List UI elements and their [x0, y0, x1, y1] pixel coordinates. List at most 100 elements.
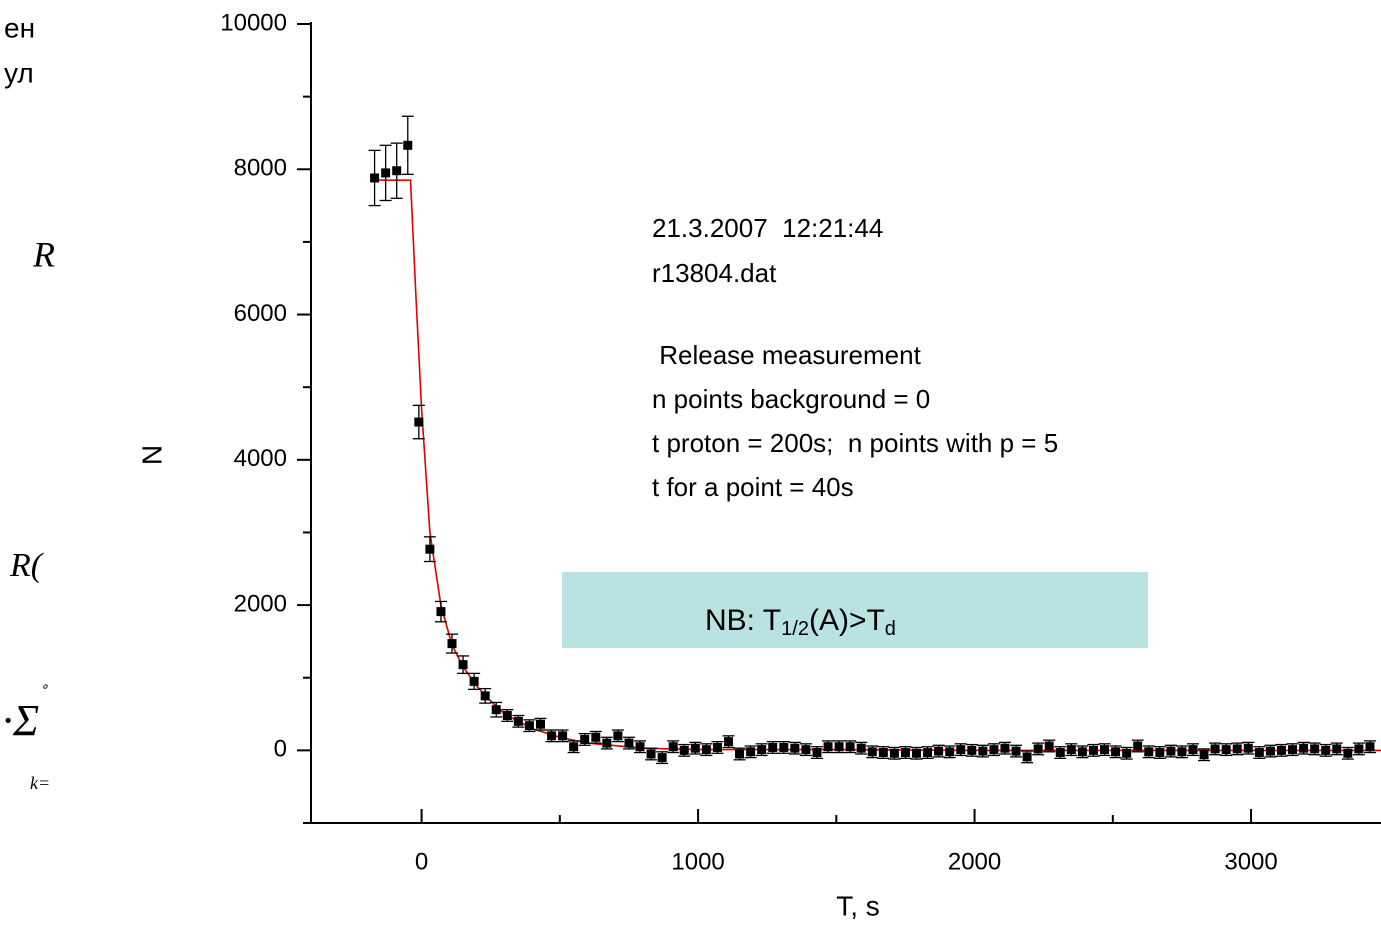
point — [978, 746, 988, 756]
point — [668, 742, 678, 752]
point — [1155, 748, 1165, 758]
point — [1011, 746, 1021, 756]
point — [900, 748, 910, 758]
point — [912, 748, 922, 758]
point — [1321, 745, 1331, 755]
point — [690, 743, 700, 753]
point — [746, 747, 756, 757]
point — [1354, 744, 1364, 754]
point — [1100, 745, 1110, 755]
x-tick-label: 3000 — [1224, 848, 1277, 875]
side-text: ул — [4, 57, 34, 88]
point — [370, 173, 380, 183]
point — [1365, 742, 1375, 752]
point — [679, 745, 689, 755]
y-axis-label: N — [137, 445, 168, 465]
point — [491, 705, 501, 715]
point — [447, 639, 457, 649]
point — [657, 753, 667, 763]
point — [1000, 743, 1010, 753]
point — [469, 676, 479, 686]
annotation: Release measurement — [652, 340, 922, 370]
point — [646, 749, 656, 759]
point — [768, 742, 778, 752]
point — [1310, 744, 1320, 754]
point — [989, 745, 999, 755]
point — [712, 742, 722, 752]
point — [945, 747, 955, 757]
y-tick-label: 6000 — [234, 300, 287, 327]
point — [403, 140, 413, 150]
annotation: n points background = 0 — [652, 384, 930, 414]
point — [1243, 743, 1253, 753]
x-tick-label: 0 — [415, 848, 428, 875]
note: NB: T1/2(A)>Td — [705, 604, 896, 640]
point — [1133, 741, 1143, 751]
point — [867, 747, 877, 757]
point — [624, 738, 634, 748]
side-fragments: ен ул R R( ·Σ k= ∘ — [2, 12, 55, 793]
point — [1088, 745, 1098, 755]
point — [1210, 744, 1220, 754]
point — [934, 746, 944, 756]
point — [967, 745, 977, 755]
point — [757, 745, 767, 755]
point — [878, 748, 888, 758]
point — [635, 742, 645, 752]
point — [1199, 750, 1209, 760]
point — [1343, 748, 1353, 758]
point — [502, 710, 512, 720]
point — [425, 544, 435, 554]
point — [779, 742, 789, 752]
point — [613, 731, 623, 741]
side-text: ен — [4, 12, 35, 43]
side-text: ∘ — [40, 680, 49, 695]
side-text: ·Σ — [2, 696, 39, 745]
point — [834, 742, 844, 752]
point — [701, 745, 711, 755]
point — [1254, 748, 1264, 758]
note-text: NB: T — [705, 604, 781, 637]
y-tick-label: 10000 — [220, 9, 287, 36]
point — [1232, 744, 1242, 754]
point — [856, 743, 866, 753]
annotation: t for a point = 40s — [652, 472, 854, 502]
point — [392, 166, 402, 176]
x-tick-label: 2000 — [948, 848, 1001, 875]
point — [547, 731, 557, 741]
point — [480, 691, 490, 701]
point — [812, 748, 822, 758]
point — [602, 738, 612, 748]
y-tick-label: 0 — [274, 736, 287, 763]
point — [845, 742, 855, 752]
point — [1077, 747, 1087, 757]
annotation: 21.3.2007 12:21:44 — [652, 213, 883, 243]
point — [1166, 746, 1176, 756]
point — [1177, 747, 1187, 757]
point — [923, 748, 933, 758]
axis-background — [170, 0, 311, 840]
note-sub: d — [885, 618, 896, 640]
point — [1221, 745, 1231, 755]
point — [889, 748, 899, 758]
point — [580, 734, 590, 744]
point — [458, 660, 468, 670]
x-axis-label: T, s — [836, 890, 880, 921]
annotation: t proton = 200s; n points with p = 5 — [652, 428, 1058, 458]
point — [1265, 746, 1275, 756]
point — [1288, 745, 1298, 755]
point — [723, 737, 733, 747]
point — [381, 168, 391, 178]
point — [436, 607, 446, 617]
side-text: k= — [30, 773, 50, 793]
point — [1122, 748, 1132, 758]
point — [801, 745, 811, 755]
note-box — [562, 572, 1148, 648]
note-sub: 1/2 — [781, 618, 809, 640]
point — [513, 716, 523, 726]
point — [823, 742, 833, 752]
point — [1299, 743, 1309, 753]
point — [1055, 748, 1065, 758]
point — [569, 742, 579, 752]
x-tick-label: 1000 — [671, 848, 724, 875]
